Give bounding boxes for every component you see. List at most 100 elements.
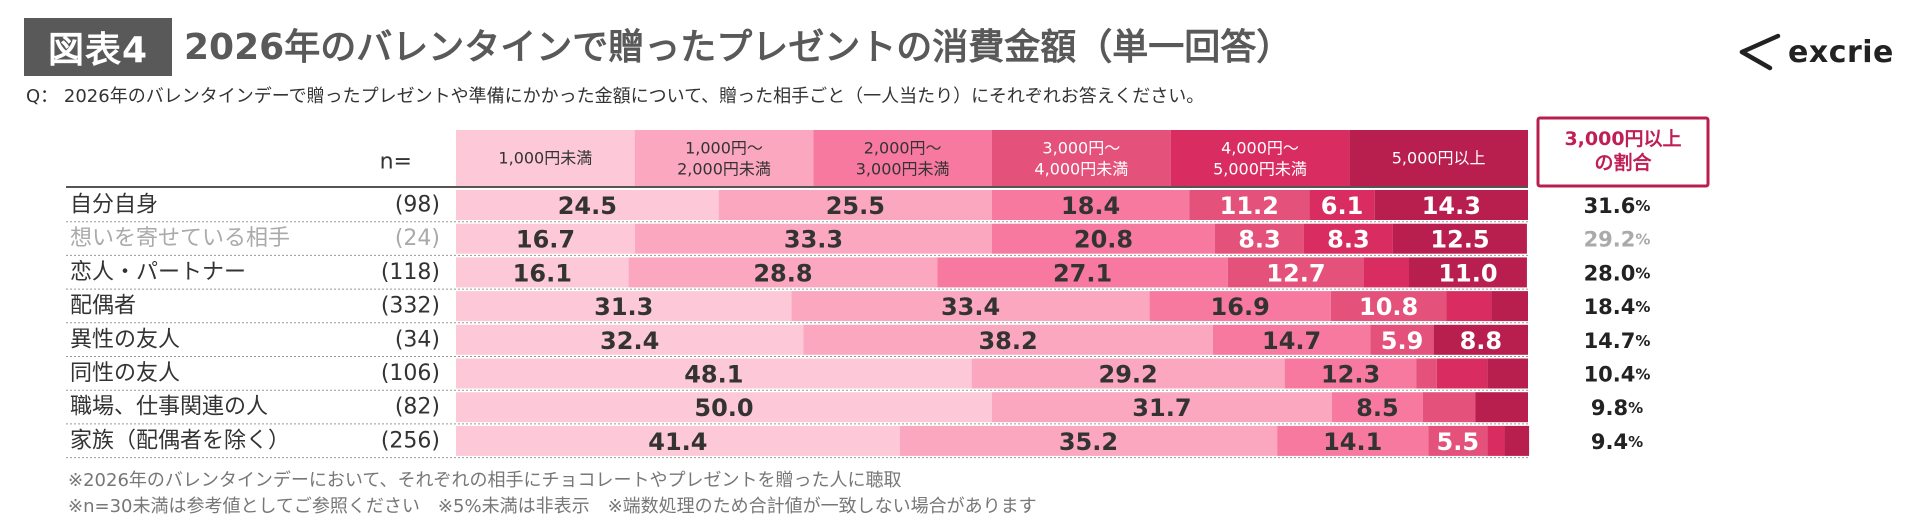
data-label-1-1: 33.3 [784, 226, 843, 254]
data-label-2-0: 16.1 [513, 259, 572, 287]
data-label-0-3: 11.2 [1220, 192, 1279, 220]
row-label-0: 自分自身 [70, 193, 158, 218]
bar-segment-4-0 [456, 324, 804, 355]
row-label-7: 家族（配偶者を除く） [70, 428, 290, 453]
bar-segment-5-5 [1487, 358, 1528, 389]
share-value-6: 9.8% [1591, 396, 1643, 420]
share-value-2: 28.0% [1584, 261, 1651, 285]
data-label-0-0: 24.5 [558, 192, 617, 220]
bar-segment-3-1 [791, 291, 1150, 322]
bar-segment-7-2 [1277, 425, 1429, 456]
bar-segment-1-2 [992, 223, 1215, 254]
legend-label-4-1: 5,000円未満 [1213, 160, 1307, 179]
question-text: Q： 2026年のバレンタインデーで贈ったプレゼントや準備にかかった金額について… [26, 86, 1205, 107]
legend-box-4 [1170, 130, 1350, 186]
bar-segment-4-1 [803, 324, 1213, 355]
data-label-5-1: 29.2 [1099, 361, 1158, 389]
share-value-4: 14.7% [1584, 329, 1651, 353]
bar-segment-5-4 [1436, 358, 1488, 389]
share-unit-7: % [1628, 433, 1643, 451]
row-n-7: (256) [381, 428, 440, 453]
bar-segment-2-2 [937, 257, 1228, 288]
data-label-3-1: 33.4 [941, 293, 1000, 321]
bar-segment-0-4 [1309, 190, 1375, 220]
share-header-box [1536, 116, 1710, 188]
legend-box-1 [634, 130, 814, 186]
legend-box-3 [992, 130, 1171, 186]
bar-segment-3-3 [1330, 291, 1447, 322]
legend-box-2 [813, 130, 992, 186]
bar-segment-7-5 [1504, 425, 1530, 456]
bar-segment-5-3 [1416, 358, 1437, 389]
bar-segment-0-1 [718, 190, 992, 220]
data-label-7-3: 5.5 [1437, 428, 1480, 456]
data-label-4-5: 8.8 [1460, 327, 1503, 355]
bar-segment-1-4 [1303, 223, 1393, 254]
bar-segment-2-1 [628, 257, 938, 288]
data-label-4-3: 5.9 [1381, 327, 1424, 355]
share-unit-4: % [1635, 332, 1650, 350]
share-unit-2: % [1635, 264, 1650, 282]
row-n-6: (82) [395, 395, 440, 420]
bar-segment-2-0 [456, 257, 629, 288]
bar-segment-4-5 [1433, 324, 1528, 355]
bar-segment-4-3 [1370, 324, 1434, 355]
row-n-4: (34) [395, 327, 440, 352]
row-label-5: 同性の友人 [70, 361, 180, 386]
data-label-7-2: 14.1 [1323, 428, 1382, 456]
bar-segment-3-2 [1149, 291, 1331, 322]
share-value-0: 31.6% [1584, 194, 1651, 218]
figure-label: 図表4 [24, 18, 172, 76]
footnote-2: ※n=30未満は参考値としてご参照ください ※5%未満は非表示 ※端数処理のため… [68, 496, 1037, 517]
n-header: n= [380, 150, 412, 175]
row-label-1: 想いを寄せている相手 [70, 226, 290, 251]
bar-segment-7-0 [456, 425, 900, 456]
legend-label-4-0: 4,000円～ [1221, 139, 1299, 158]
data-label-6-2: 8.5 [1356, 394, 1399, 422]
legend-label-0: 1,000円未満 [498, 149, 592, 168]
data-label-6-1: 31.7 [1132, 394, 1191, 422]
legend-box-0 [456, 130, 635, 186]
bar-segment-3-0 [456, 291, 792, 322]
bar-segment-0-0 [456, 190, 719, 220]
bar-segment-5-0 [456, 358, 972, 389]
data-label-3-3: 10.8 [1359, 293, 1418, 321]
chart-title: 2026年のバレンタインで贈ったプレゼントの消費金額（単一回答） [184, 27, 1293, 68]
data-label-0-1: 25.5 [826, 192, 885, 220]
legend-label-1-1: 2,000円未満 [677, 160, 771, 179]
bar-segment-0-3 [1189, 190, 1310, 220]
data-label-4-0: 32.4 [600, 327, 659, 355]
data-label-2-3: 12.7 [1266, 259, 1325, 287]
row-label-3: 配偶者 [70, 294, 136, 319]
data-label-5-2: 12.3 [1321, 361, 1380, 389]
legend-label-3-1: 4,000円未満 [1034, 160, 1128, 179]
share-header-1: の割合 [1594, 151, 1652, 174]
row-label-6: 職場、仕事関連の人 [70, 395, 268, 420]
bar-segment-1-5 [1392, 223, 1527, 254]
row-n-3: (332) [381, 294, 440, 319]
bar-segment-1-1 [635, 223, 992, 254]
data-label-4-2: 14.7 [1262, 327, 1321, 355]
row-n-2: (118) [381, 260, 440, 285]
data-label-5-0: 48.1 [684, 361, 743, 389]
data-label-0-5: 14.3 [1422, 192, 1481, 220]
legend-box-5 [1349, 130, 1528, 186]
share-unit-1: % [1635, 231, 1650, 249]
data-label-1-4: 8.3 [1327, 226, 1370, 254]
share-unit-6: % [1628, 399, 1643, 417]
legend-label-3-0: 3,000円～ [1042, 139, 1120, 158]
row-label-2: 恋人・パートナー [70, 260, 246, 285]
data-label-3-2: 16.9 [1211, 293, 1270, 321]
share-header-0: 3,000円以上 [1564, 128, 1681, 150]
data-label-0-4: 6.1 [1321, 192, 1364, 220]
bar-segment-5-2 [1284, 358, 1417, 389]
bar-segment-4-2 [1212, 324, 1371, 355]
bar-segment-7-3 [1428, 425, 1488, 456]
logo: excrie [1738, 28, 1894, 76]
bar-segment-5-1 [971, 358, 1285, 389]
bar-segment-2-4 [1363, 257, 1410, 288]
share-value-5: 10.4% [1584, 363, 1651, 387]
row-n-5: (106) [381, 361, 440, 386]
data-label-1-2: 20.8 [1074, 226, 1133, 254]
